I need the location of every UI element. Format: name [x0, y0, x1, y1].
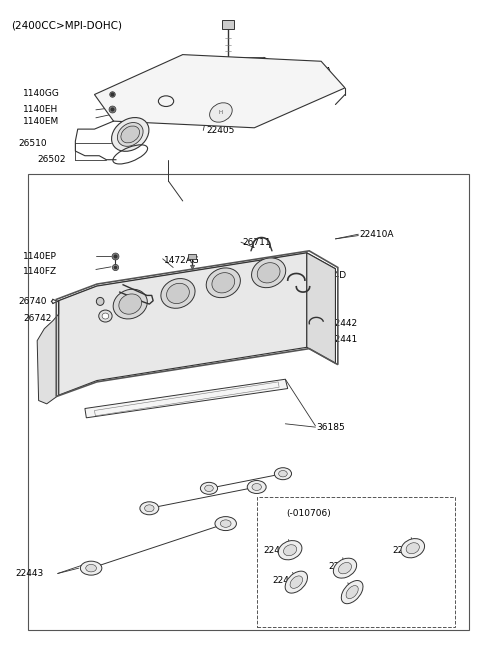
Polygon shape — [307, 253, 336, 363]
Ellipse shape — [252, 258, 286, 288]
Ellipse shape — [252, 484, 262, 490]
Ellipse shape — [278, 540, 302, 560]
Ellipse shape — [279, 470, 287, 477]
Bar — [222, 20, 234, 29]
Text: 22405: 22405 — [206, 126, 235, 135]
Text: 1140EM: 1140EM — [23, 117, 59, 126]
Text: 36185: 36185 — [316, 423, 345, 432]
Ellipse shape — [161, 279, 195, 309]
Text: (-010706): (-010706) — [286, 509, 331, 518]
Ellipse shape — [341, 580, 363, 604]
Ellipse shape — [140, 502, 159, 515]
Polygon shape — [59, 253, 307, 395]
Ellipse shape — [206, 268, 240, 298]
Ellipse shape — [113, 289, 147, 319]
Ellipse shape — [204, 485, 213, 492]
Bar — [28, 174, 469, 630]
Text: 1140EH: 1140EH — [23, 106, 58, 114]
Ellipse shape — [144, 505, 154, 512]
Ellipse shape — [338, 562, 351, 574]
Ellipse shape — [406, 542, 420, 554]
Ellipse shape — [121, 126, 140, 143]
Text: 1140FZ: 1140FZ — [23, 267, 57, 276]
Text: 22452: 22452 — [190, 99, 218, 108]
Text: 22442: 22442 — [330, 319, 358, 328]
Ellipse shape — [167, 283, 189, 303]
Ellipse shape — [96, 297, 104, 305]
Text: 22404D: 22404D — [312, 271, 347, 280]
Ellipse shape — [247, 480, 266, 494]
Ellipse shape — [275, 468, 291, 480]
Ellipse shape — [401, 538, 425, 558]
Text: 1140EP: 1140EP — [23, 252, 57, 261]
Polygon shape — [95, 55, 345, 128]
Text: 22441: 22441 — [330, 335, 358, 344]
Bar — [189, 254, 196, 259]
Ellipse shape — [210, 103, 232, 122]
Ellipse shape — [86, 564, 96, 572]
Polygon shape — [85, 379, 288, 418]
Text: (2400CC>MPI-DOHC): (2400CC>MPI-DOHC) — [11, 20, 122, 30]
Text: 22443: 22443 — [263, 546, 291, 554]
Ellipse shape — [346, 586, 358, 599]
Text: 22443: 22443 — [328, 562, 357, 571]
Text: 22448A: 22448A — [297, 67, 332, 75]
Text: 22443: 22443 — [16, 569, 44, 578]
Ellipse shape — [284, 544, 297, 556]
Polygon shape — [37, 301, 59, 404]
Text: 1140GG: 1140GG — [23, 90, 60, 98]
Text: 22410A: 22410A — [360, 230, 394, 238]
Text: 26740: 26740 — [18, 297, 47, 306]
Ellipse shape — [220, 520, 231, 527]
Text: 26510: 26510 — [18, 138, 47, 148]
Bar — [257, 497, 455, 627]
Text: 26742: 26742 — [23, 313, 51, 323]
Text: 26721: 26721 — [107, 288, 135, 297]
Ellipse shape — [99, 310, 112, 322]
Ellipse shape — [111, 118, 149, 152]
Ellipse shape — [80, 561, 102, 575]
Text: 26711: 26711 — [242, 238, 271, 246]
Ellipse shape — [215, 516, 237, 530]
Text: 22443: 22443 — [273, 576, 300, 584]
Ellipse shape — [212, 273, 235, 293]
Ellipse shape — [118, 122, 143, 146]
Ellipse shape — [257, 263, 280, 283]
Ellipse shape — [285, 571, 308, 593]
Polygon shape — [59, 253, 336, 327]
Ellipse shape — [333, 558, 357, 578]
Ellipse shape — [290, 576, 302, 589]
Text: H: H — [219, 110, 223, 115]
Ellipse shape — [200, 482, 217, 494]
Text: 22443: 22443 — [393, 546, 421, 554]
Ellipse shape — [119, 294, 142, 314]
Ellipse shape — [102, 313, 109, 319]
Text: 26502: 26502 — [37, 155, 66, 164]
Text: 1472AG: 1472AG — [164, 257, 199, 265]
